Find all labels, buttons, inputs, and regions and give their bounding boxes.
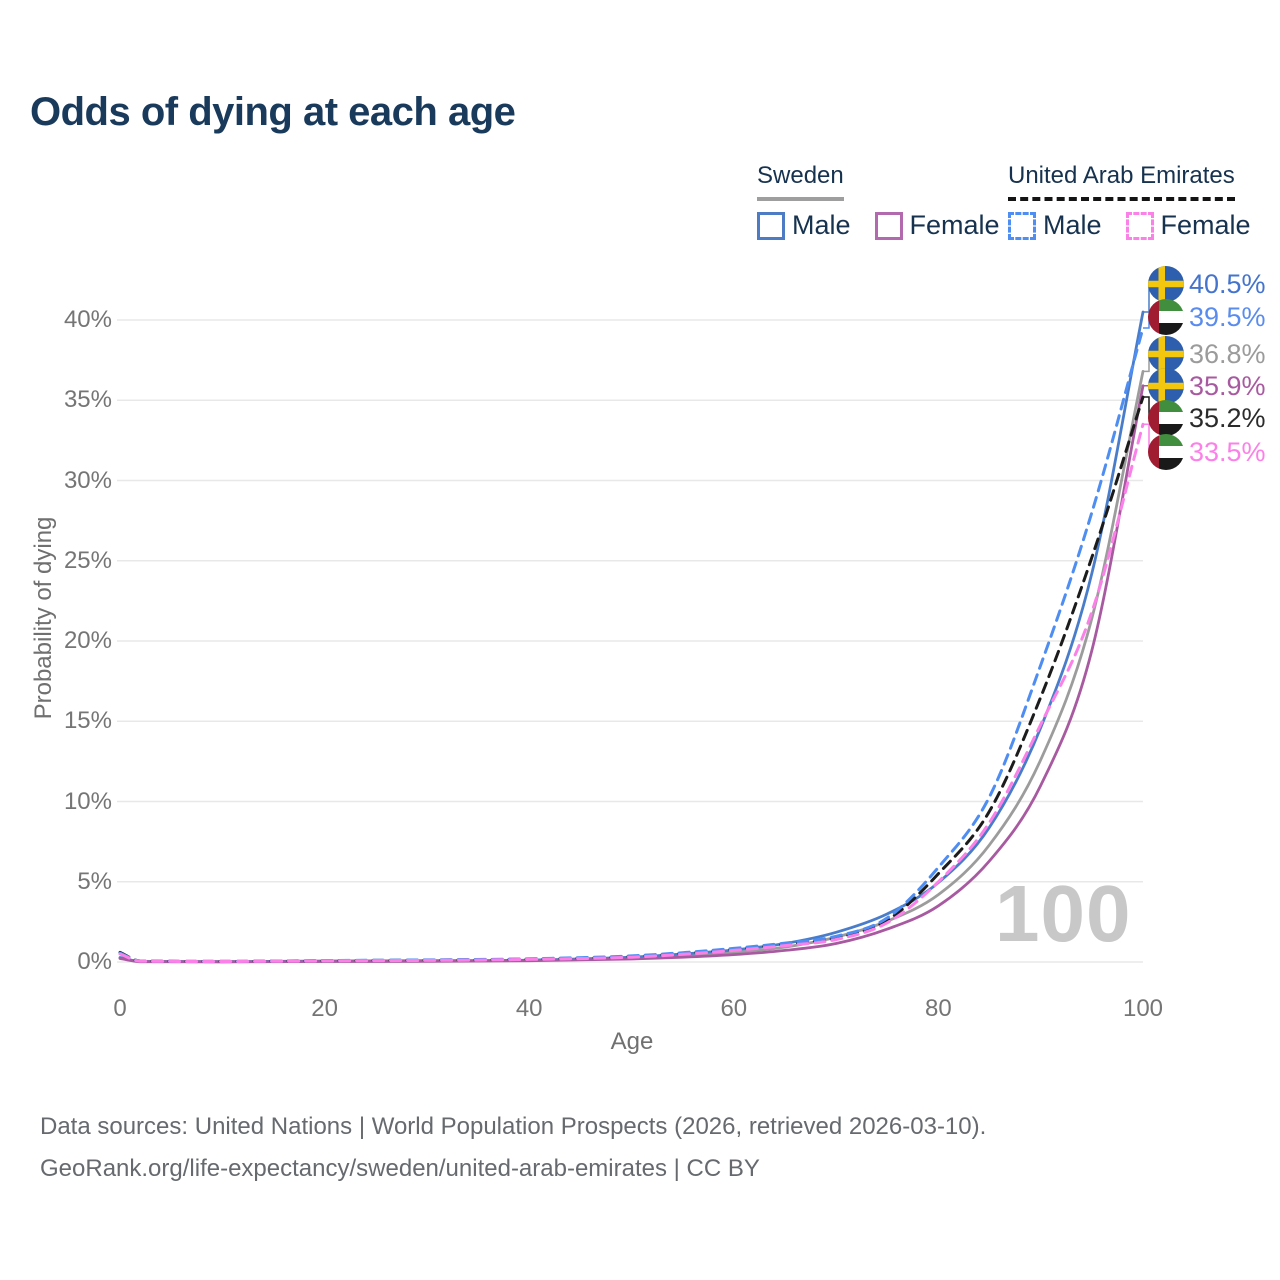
sweden-female-swatch-icon [874,211,903,240]
legend-item-uae-male[interactable]: Male [1008,210,1102,241]
series-line-5 [118,422,1145,963]
y-tick-label: 0% [77,948,112,975]
x-tick-label: 20 [311,995,338,1022]
x-axis-title: Age [610,1028,654,1055]
data-source-note: Data sources: United Nations | World Pop… [40,1106,986,1190]
y-tick-label: 20% [63,627,112,654]
legend-group-sweden: Sweden Male Female [757,162,1024,241]
series-line-2 [118,370,1145,964]
y-tick-label: 15% [63,707,112,735]
y-tick-label: 10% [63,787,112,815]
x-tick-label: 40 [515,995,543,1022]
sweden-flag-icon [1148,336,1184,372]
data-source-line1: Data sources: United Nations | World Pop… [40,1113,987,1140]
sweden-flag-icon [1148,368,1184,404]
series-line-1 [118,384,1145,964]
legend-item-uae-female[interactable]: Female [1125,210,1251,241]
legend-item-sweden-female[interactable]: Female [874,210,1000,241]
end-label-sweden-male: 40.5% [1148,266,1266,302]
series-line-0 [118,310,1145,964]
legend-item-sweden-male[interactable]: Male [757,210,851,241]
series-line-4 [118,395,1145,963]
x-tick-label: 80 [925,995,952,1022]
legend-header-sweden[interactable]: Sweden [757,162,844,201]
age-watermark: 100 [995,869,1132,958]
series-line-3 [118,326,1145,963]
end-label-uae-both: 35.2% [1148,400,1266,436]
sweden-male-swatch-icon [757,211,785,240]
y-tick-label: 40% [63,306,112,333]
legend-header-uae[interactable]: United Arab Emirates [1008,162,1235,201]
x-tick-label: 100 [1122,995,1164,1022]
x-tick-label: 0 [113,995,127,1022]
page-title: Odds of dying at each age [30,90,516,134]
sweden-flag-icon [1148,266,1184,302]
data-source-line2: GeoRank.org/life-expectancy/sweden/unite… [40,1155,760,1182]
y-tick-label: 25% [63,546,112,574]
legend-group-uae: United Arab Emirates Male Female [1008,162,1275,241]
uae-flag-icon [1148,299,1184,335]
end-label-sweden-female: 35.9% [1148,368,1266,404]
x-tick-label: 60 [720,995,748,1022]
y-tick-label: 35% [63,386,112,414]
uae-flag-icon [1148,434,1184,470]
uae-female-swatch-icon [1125,211,1154,240]
end-label-sweden-both: 36.8% [1148,336,1266,372]
uae-flag-icon [1148,400,1184,436]
end-label-uae-male: 39.5% [1148,299,1266,335]
y-tick-label: 5% [77,867,112,895]
y-tick-label: 30% [63,466,112,494]
uae-male-swatch-icon [1008,211,1036,240]
end-label-uae-female: 33.5% [1148,434,1266,470]
